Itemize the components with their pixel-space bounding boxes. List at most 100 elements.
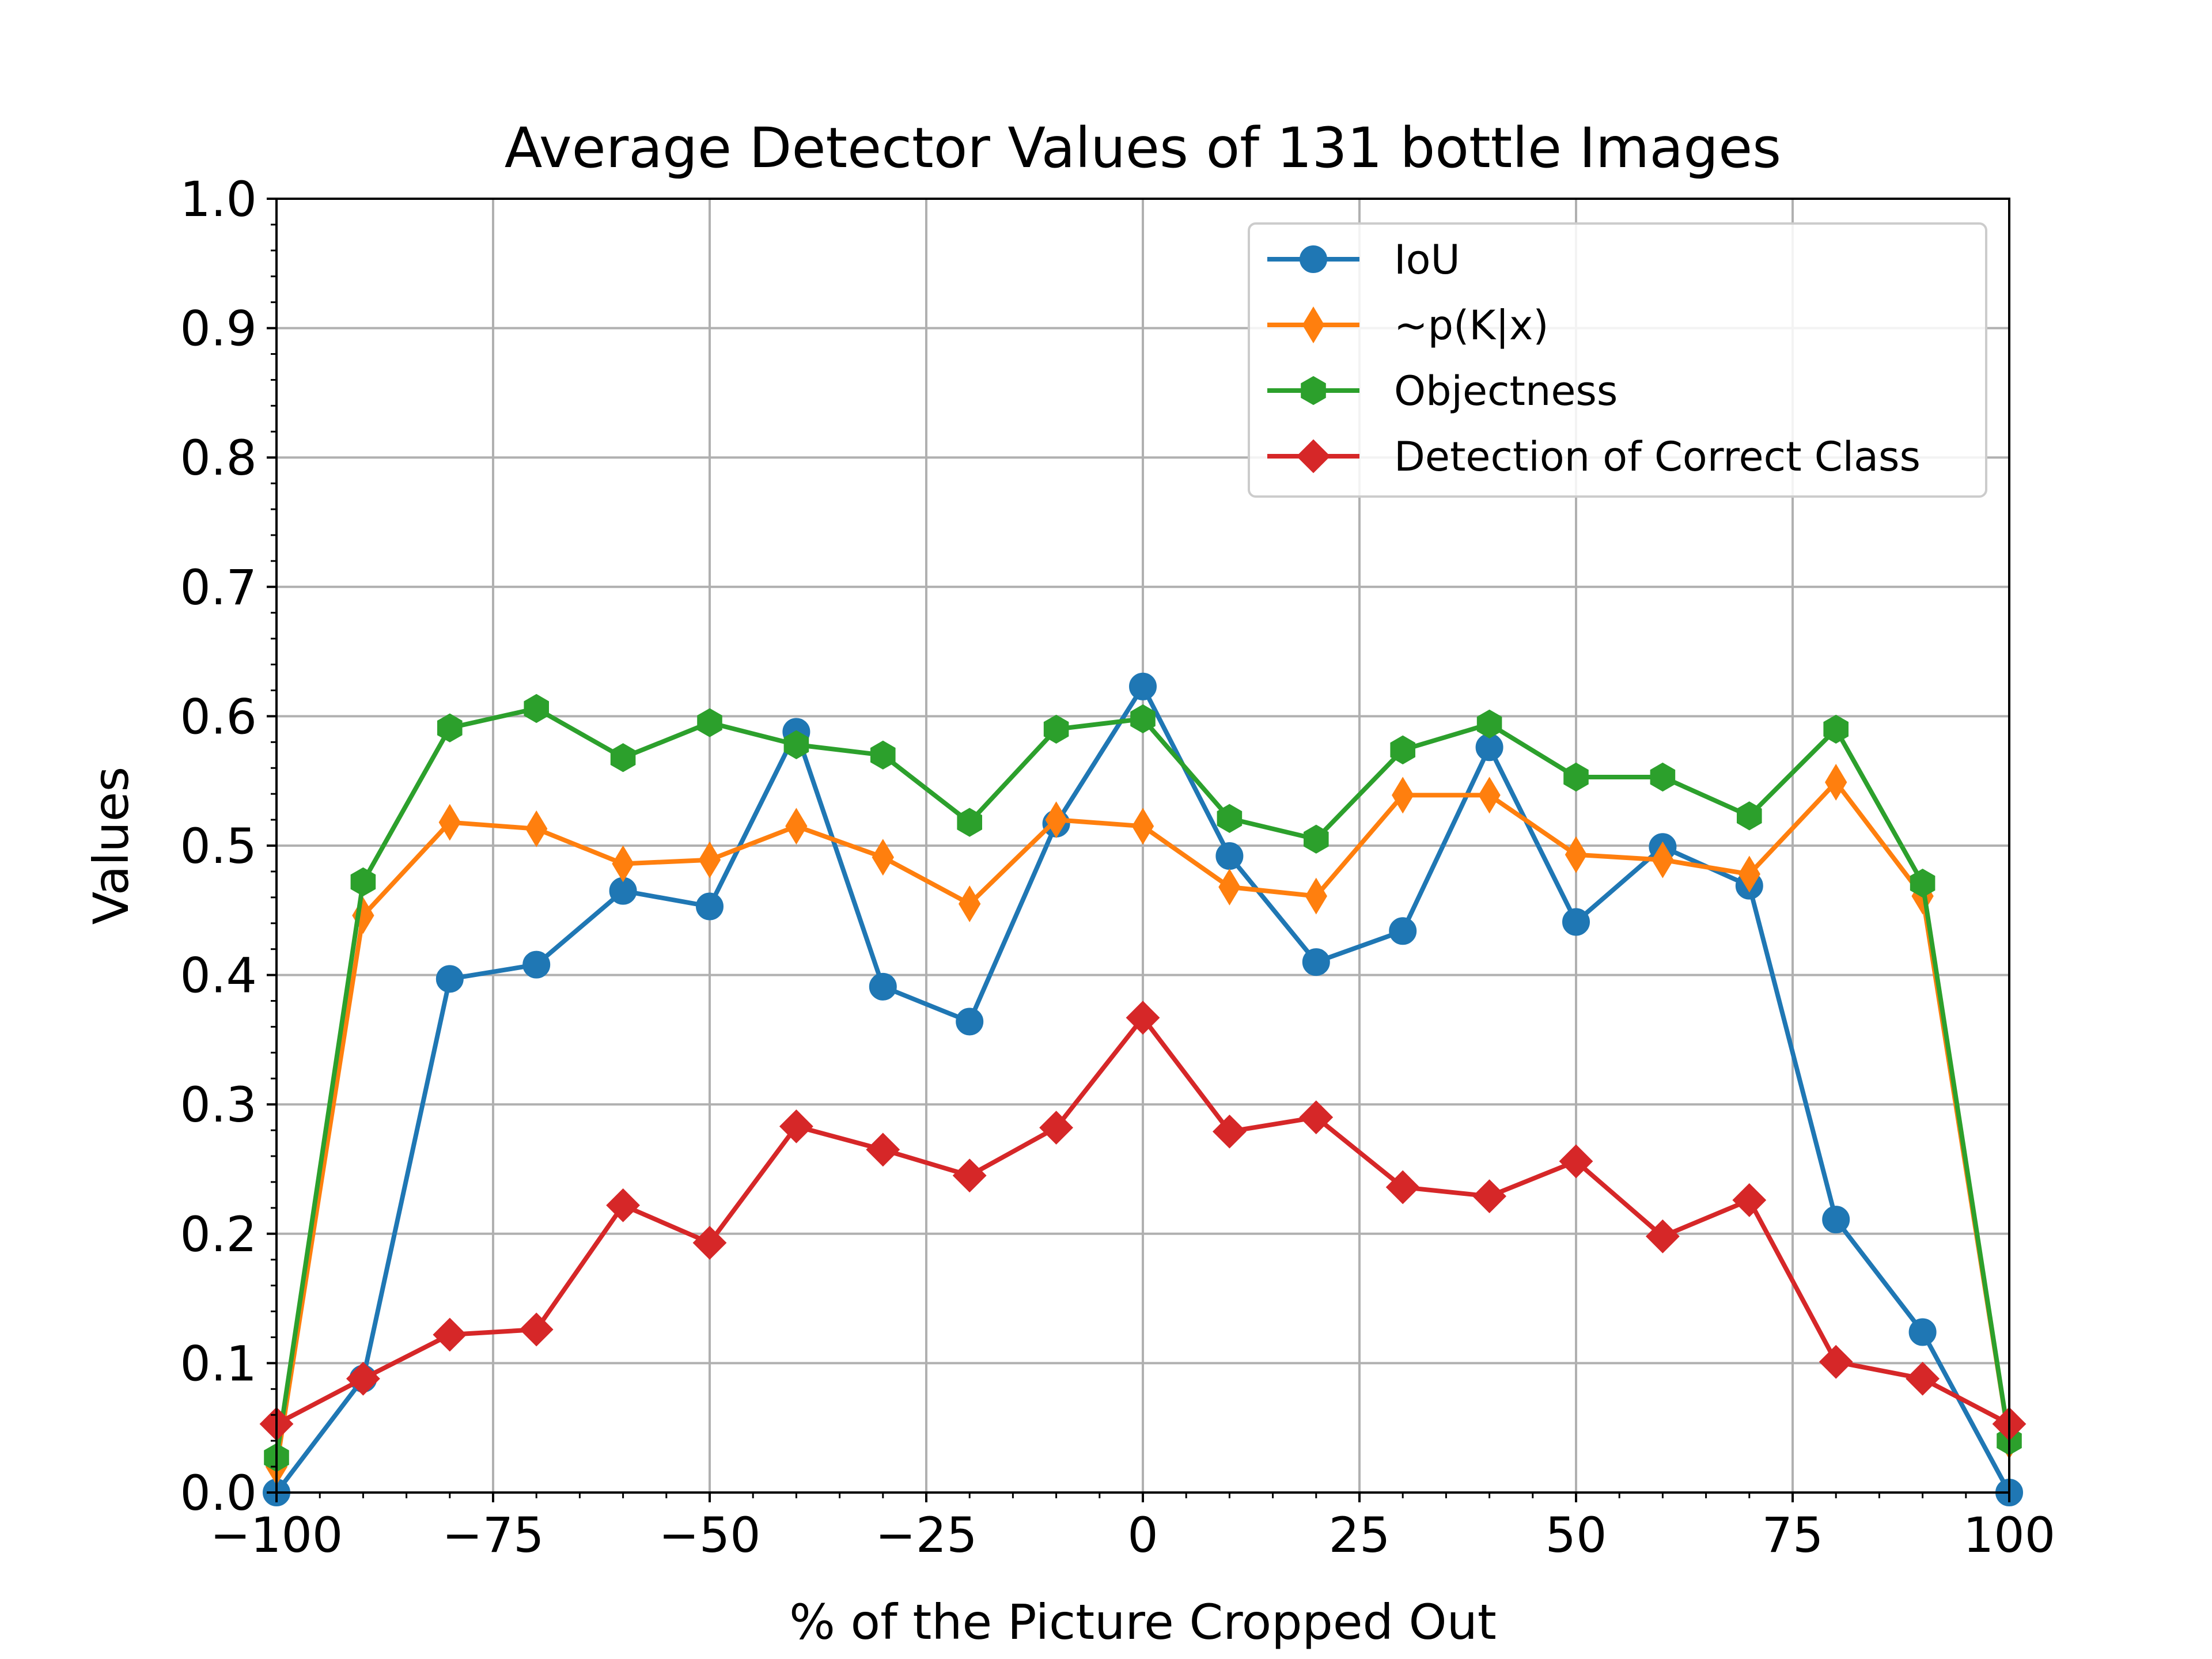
legend-marker xyxy=(1296,439,1331,474)
data-point xyxy=(1472,1179,1507,1214)
data-point xyxy=(346,1361,380,1396)
data-point xyxy=(1650,762,1676,792)
data-point xyxy=(1737,801,1762,831)
x-axis-label: % of the Picture Cropped Out xyxy=(789,1594,1497,1650)
y-tick-label: 0.3 xyxy=(180,1077,257,1133)
y-tick-label: 0.4 xyxy=(180,948,257,1004)
data-point xyxy=(1390,735,1415,764)
data-point xyxy=(1389,917,1417,945)
axes: −100 −75 −50 −25 0 25 50 75 100 0.0 0.1 0.2 0.3 0.4 0.… xyxy=(180,171,2055,1563)
y-tick-label: 1.0 xyxy=(180,171,257,228)
data-point xyxy=(698,841,721,878)
data-point xyxy=(1476,709,1502,739)
legend-marker xyxy=(1301,376,1326,406)
y-tick-label: 0.5 xyxy=(180,818,257,874)
data-point xyxy=(869,972,897,1001)
y-tick-label: 0.2 xyxy=(180,1206,257,1263)
data-point xyxy=(959,885,981,923)
data-point xyxy=(779,1109,813,1143)
data-point xyxy=(697,708,722,737)
legend-box xyxy=(1248,222,1987,498)
data-point xyxy=(1215,842,1244,870)
data-point xyxy=(1562,908,1590,936)
data-point xyxy=(519,1312,554,1347)
data-point xyxy=(1218,868,1241,906)
legend-marker xyxy=(1302,306,1325,343)
data-point xyxy=(1645,1219,1680,1253)
data-point xyxy=(872,839,894,876)
data-point xyxy=(612,845,634,882)
y-axis-label: Values xyxy=(83,767,139,925)
data-point xyxy=(1392,777,1414,814)
data-point xyxy=(785,808,808,845)
data-point xyxy=(1563,762,1589,792)
x-tick-label: −25 xyxy=(875,1507,977,1563)
data-point xyxy=(952,1158,987,1193)
data-point xyxy=(1652,841,1674,878)
data-point xyxy=(1565,836,1588,873)
series-layer xyxy=(259,672,2027,1506)
data-point xyxy=(1043,714,1069,744)
data-point xyxy=(1910,868,1936,898)
data-point xyxy=(870,740,896,770)
data-point xyxy=(1131,808,1154,845)
data-point xyxy=(1039,1111,1074,1145)
data-point xyxy=(1385,1170,1420,1205)
data-point xyxy=(1212,1114,1247,1149)
series-2 xyxy=(264,694,2022,1472)
chart-title: Average Detector Values of 131 bottle Im… xyxy=(505,116,1781,180)
legend-label: ~p(K|x) xyxy=(1394,302,1549,349)
x-tick-label: −100 xyxy=(210,1507,343,1563)
legend-marker xyxy=(1300,245,1327,273)
data-point xyxy=(1299,1100,1334,1135)
legend-label: IoU xyxy=(1394,236,1460,283)
data-point xyxy=(1908,1318,1937,1346)
data-point xyxy=(435,965,464,993)
data-point xyxy=(1304,824,1329,854)
legend-label: Detection of Correct Class xyxy=(1394,433,1921,480)
data-point xyxy=(696,892,724,921)
data-point xyxy=(1822,1206,1850,1234)
data-point xyxy=(1130,704,1156,734)
data-point xyxy=(1045,801,1067,839)
y-tick-label: 0.6 xyxy=(180,688,257,745)
data-point xyxy=(524,694,549,724)
data-point xyxy=(522,950,551,979)
data-point xyxy=(1305,877,1327,915)
data-point xyxy=(1819,1344,1853,1379)
data-point xyxy=(1738,855,1760,893)
data-point xyxy=(438,804,461,841)
x-tick-label: 75 xyxy=(1762,1507,1824,1563)
x-tick-label: 100 xyxy=(1963,1507,2055,1563)
data-point xyxy=(1825,764,1847,801)
series-3 xyxy=(259,1001,2027,1441)
data-point xyxy=(956,1007,984,1036)
data-point xyxy=(1129,672,1157,700)
data-point xyxy=(433,1317,467,1352)
data-point xyxy=(1478,777,1501,814)
data-point xyxy=(866,1132,900,1167)
y-tick-label: 0.8 xyxy=(180,430,257,486)
data-point xyxy=(1217,804,1243,833)
data-point xyxy=(1906,1361,1940,1396)
data-point xyxy=(957,808,982,837)
data-point xyxy=(606,1188,641,1222)
data-point xyxy=(1823,714,1849,744)
data-point xyxy=(1302,948,1330,976)
data-point xyxy=(1126,1001,1160,1035)
y-tick-label: 0.9 xyxy=(180,301,257,357)
x-tick-label: −50 xyxy=(658,1507,760,1563)
legend-label: Objectness xyxy=(1394,368,1618,415)
data-point xyxy=(1732,1183,1767,1217)
x-tick-label: 25 xyxy=(1329,1507,1391,1563)
x-tick-label: 0 xyxy=(1127,1507,1158,1563)
data-point xyxy=(350,867,376,897)
data-point xyxy=(1559,1144,1593,1179)
data-point xyxy=(610,743,636,772)
data-point xyxy=(437,713,463,743)
x-tick-label: 50 xyxy=(1546,1507,1607,1563)
x-tick-label: −75 xyxy=(442,1507,544,1563)
y-tick-label: 0.1 xyxy=(180,1335,257,1392)
data-point xyxy=(692,1226,727,1260)
